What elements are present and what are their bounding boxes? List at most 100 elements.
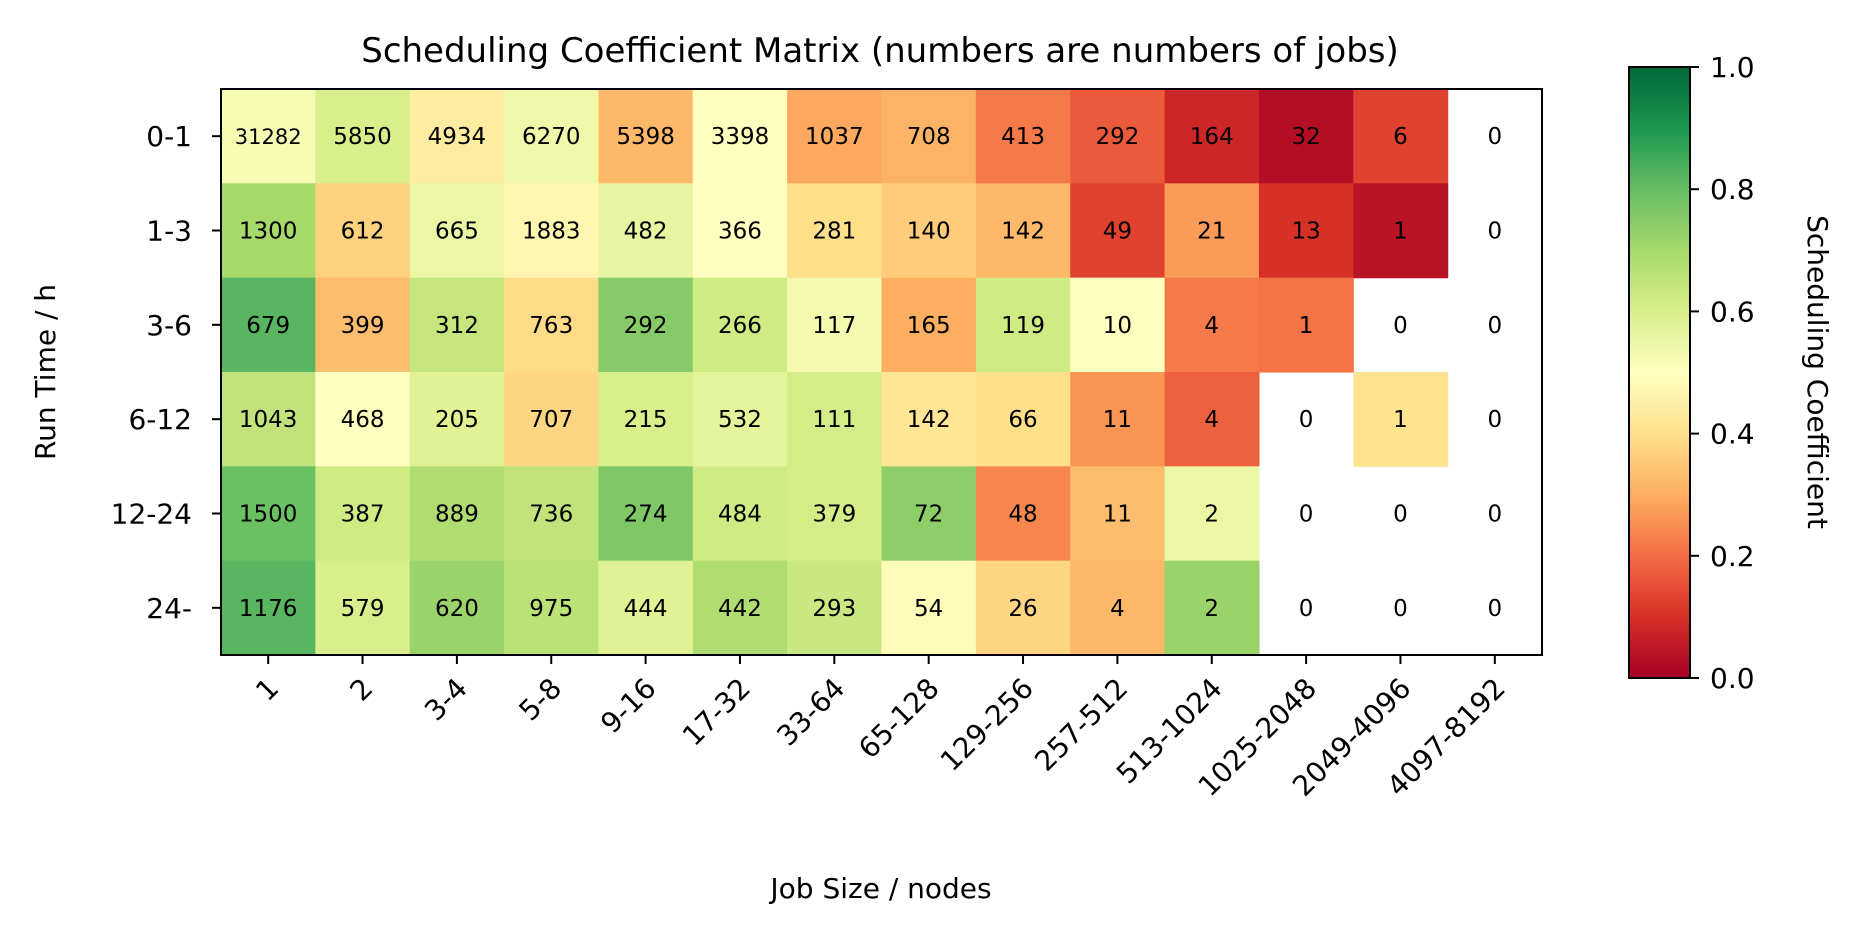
cell-count-label: 1043	[239, 407, 298, 433]
cell-count-label: 142	[1001, 219, 1045, 245]
cell-count-label: 468	[341, 407, 385, 433]
cell-count-label: 399	[341, 313, 385, 339]
cell-count-label: 119	[1001, 313, 1045, 339]
x-tick-label: 9-16	[594, 672, 662, 740]
cell-count-label: 292	[1095, 124, 1139, 150]
cell-count-label: 1	[1299, 313, 1314, 339]
cell-count-label: 5850	[333, 124, 392, 150]
cell-count-label: 140	[907, 219, 951, 245]
heatmap-cell	[598, 89, 694, 184]
cell-count-label: 164	[1190, 124, 1234, 150]
cell-count-label: 0	[1488, 502, 1503, 528]
heatmap-cell	[409, 277, 505, 373]
x-tick-label: 2	[344, 672, 380, 708]
heatmap-cell	[881, 89, 977, 184]
cell-count-label: 26	[1008, 596, 1037, 622]
cell-count-label: 10	[1103, 313, 1132, 339]
cell-count-label: 2	[1204, 596, 1219, 622]
heatmap-cell	[1164, 277, 1260, 373]
cell-count-label: 117	[812, 313, 856, 339]
cell-count-label: 31282	[235, 125, 302, 149]
heatmap-cell	[787, 183, 883, 279]
cell-count-label: 0	[1299, 407, 1314, 433]
cell-count-label: 5398	[616, 124, 675, 150]
colorbar-tick-label: 0.2	[1710, 540, 1755, 573]
heatmap-cell	[1164, 560, 1260, 656]
cell-count-label: 281	[812, 219, 856, 245]
cell-count-label: 0	[1488, 407, 1503, 433]
heatmap-cell	[1353, 89, 1449, 184]
x-axis-ticks: 1 2 3-4 5-8 9-16 17-32 33-64 65-128129-256257-5…	[249, 655, 1512, 803]
heatmap-cell	[975, 277, 1071, 373]
colorbar-tick-label: 0.4	[1710, 418, 1755, 451]
y-tick-label: 0-1	[146, 120, 192, 153]
cell-count-label: 0	[1299, 596, 1314, 622]
heatmap-cell	[221, 372, 316, 467]
cell-count-label: 1500	[239, 502, 298, 528]
heatmap-cell	[787, 466, 883, 562]
colorbar-label: Scheduling Coefficient	[1801, 215, 1834, 529]
heatmap-cell	[1070, 560, 1166, 656]
cell-count-label: 444	[624, 596, 668, 622]
heatmap-cell	[598, 372, 694, 467]
heatmap-cell	[315, 277, 411, 373]
x-tick-label: 3-4	[418, 672, 474, 728]
cell-count-label: 4	[1204, 407, 1219, 433]
cell-count-label: 736	[529, 502, 573, 528]
heatmap-cell	[881, 560, 977, 656]
heatmap-cell	[1164, 372, 1260, 467]
heatmap-cells	[221, 89, 1449, 656]
heatmap-cell	[504, 560, 600, 656]
colorbar-tick-label: 0.0	[1710, 662, 1755, 695]
heatmap-cell	[975, 89, 1071, 184]
heatmap-cell	[598, 183, 694, 279]
cell-count-label: 274	[624, 502, 668, 528]
cell-count-label: 215	[624, 407, 668, 433]
heatmap-cell	[692, 466, 788, 562]
cell-count-label: 0	[1299, 502, 1314, 528]
cell-count-label: 13	[1291, 219, 1320, 245]
cell-count-label: 111	[812, 407, 856, 433]
heatmap-cell	[975, 183, 1071, 279]
heatmap-cell	[409, 89, 505, 184]
cell-count-label: 665	[435, 219, 479, 245]
heatmap-cell	[1070, 466, 1166, 562]
x-tick-label: 129-256	[934, 672, 1040, 778]
cell-count-label: 11	[1103, 407, 1132, 433]
heatmap-cell	[881, 466, 977, 562]
heatmap-cell	[409, 560, 505, 656]
y-tick-label: 1-3	[146, 215, 192, 248]
heatmap-cell	[1070, 277, 1166, 373]
cell-count-label: 708	[907, 124, 951, 150]
heatmap-cell	[315, 89, 411, 184]
cell-count-label: 1	[1393, 407, 1408, 433]
heatmap-cell	[221, 560, 316, 656]
cell-count-label: 293	[812, 596, 856, 622]
heatmap-cell	[975, 372, 1071, 467]
cell-count-label: 6	[1393, 124, 1408, 150]
cell-count-label: 49	[1103, 219, 1132, 245]
heatmap-cell	[1258, 277, 1354, 373]
heatmap-cell	[787, 372, 883, 467]
chart-title: Scheduling Coefficient Matrix (numbers a…	[361, 31, 1399, 71]
cell-count-label: 4	[1110, 596, 1125, 622]
y-tick-label: 24-	[146, 592, 192, 625]
heatmap-cell	[598, 560, 694, 656]
cell-count-label: 679	[246, 313, 290, 339]
heatmap-cell	[1164, 466, 1260, 562]
cell-count-label: 442	[718, 596, 762, 622]
cell-count-label: 620	[435, 596, 479, 622]
cell-count-label: 1	[1393, 219, 1408, 245]
heatmap-cell	[315, 183, 411, 279]
cell-count-label: 0	[1393, 596, 1408, 622]
cell-count-label: 48	[1008, 502, 1037, 528]
x-tick-label: 65-128	[852, 672, 945, 765]
heatmap-cell	[504, 372, 600, 467]
cell-count-label: 0	[1393, 502, 1408, 528]
cell-count-label: 66	[1008, 407, 1037, 433]
x-tick-label: 33-64	[770, 672, 851, 753]
cell-count-label: 484	[718, 502, 762, 528]
cell-count-label: 72	[914, 502, 943, 528]
cell-count-label: 6270	[522, 124, 581, 150]
